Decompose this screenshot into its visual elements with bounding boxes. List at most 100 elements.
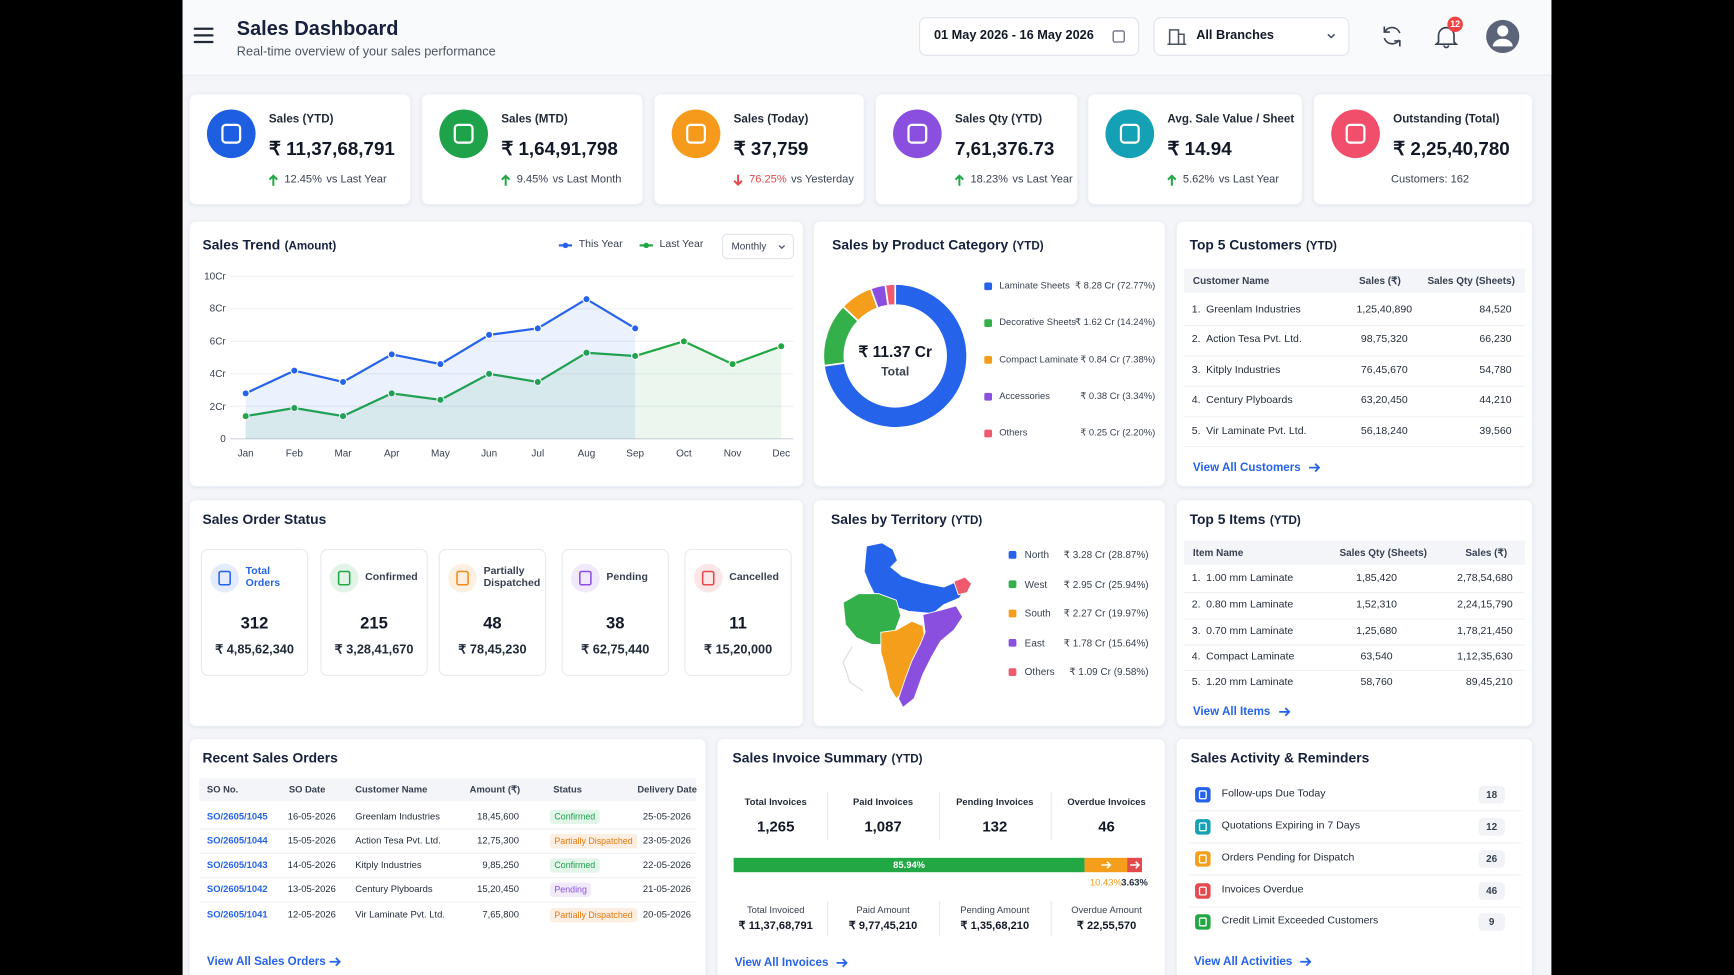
legend-swatch <box>1008 551 1017 559</box>
view-all-link[interactable]: View All Activities <box>1193 955 1293 969</box>
activity-icon <box>1195 819 1211 835</box>
legend-value: ₹ 0.38 Cr (3.34%) <box>1080 390 1156 402</box>
table-cell: 58,760 <box>1360 676 1393 689</box>
kpi-icon <box>671 109 721 159</box>
activity-icon-glyph <box>1198 790 1207 800</box>
legend-label: Accessories <box>999 390 1050 402</box>
activity-label: Orders Pending for Dispatch <box>1221 851 1355 864</box>
so-number[interactable]: SO/2605/1043 <box>206 859 268 871</box>
x-tick-label: Mar <box>334 447 352 459</box>
status-icon <box>693 563 723 593</box>
row-rank: 5. <box>1191 676 1201 689</box>
table-cell: 23-05-2026 <box>642 834 692 846</box>
status-amount: ₹ 4,85,62,340 <box>215 643 294 658</box>
table-cell: 20-05-2026 <box>642 908 692 920</box>
point <box>533 324 542 333</box>
legend-label: Last Year <box>659 238 704 251</box>
view-all-link[interactable]: View All Customers <box>1192 460 1301 475</box>
invoice-amount-label: Overdue Amount <box>1071 904 1142 916</box>
status-amount: ₹ 78,45,230 <box>458 643 527 658</box>
table-cell: 63,20,450 <box>1360 394 1408 407</box>
status-badge: Confirmed <box>549 858 600 873</box>
table-cell: 9,85,250 <box>482 859 519 871</box>
legend-label: Decorative Sheets <box>999 316 1077 328</box>
table-cell: 76,45,670 <box>1360 364 1408 377</box>
kpi-change-value: 12.45% <box>284 173 322 186</box>
card-title: Recent Sales Orders <box>202 750 338 766</box>
count-badge <box>1478 882 1505 900</box>
kpi-icon <box>893 109 942 159</box>
bar-segment <box>733 857 1085 873</box>
column-header: Delivery Date <box>637 783 698 795</box>
status-count: 215 <box>360 613 388 633</box>
so-number[interactable]: SO/2605/1042 <box>206 883 268 895</box>
status-count: 38 <box>606 613 625 633</box>
point <box>582 295 591 304</box>
legend-value: ₹ 1.09 Cr (9.58%) <box>1069 666 1149 678</box>
status-icon-glyph <box>218 570 231 586</box>
status-amount: ₹ 62,75,440 <box>581 643 650 658</box>
legend-label: East <box>1024 637 1045 649</box>
so-number[interactable]: SO/2605/1044 <box>206 834 268 846</box>
map-region <box>953 576 973 596</box>
kpi-change-note: vs Yesterday <box>791 173 854 186</box>
kpi-value: ₹ 11,37,68,791 <box>268 138 395 160</box>
card-title: Sales Invoice Summary (YTD) <box>733 750 923 766</box>
view-all-link[interactable]: View All Sales Orders <box>206 955 326 969</box>
card-title: Top 5 Customers (YTD) <box>1190 237 1337 253</box>
kpi-change: 18.23% vs Last Year <box>970 174 1072 187</box>
legend-label: North <box>1024 549 1050 561</box>
map-outline <box>842 646 864 692</box>
title-text: Sales by Product Category <box>832 237 1009 253</box>
so-number[interactable]: SO/2605/1045 <box>206 810 268 822</box>
card <box>716 737 1166 975</box>
kpi-change-value: 5.62% <box>1182 173 1215 186</box>
column-header: Amount (₹) <box>469 783 521 795</box>
status-card <box>320 548 428 676</box>
so-number[interactable]: SO/2605/1041 <box>206 908 268 920</box>
view-all-link[interactable]: View All Invoices <box>734 956 829 970</box>
table-cell: 2,24,15,790 <box>1457 598 1513 611</box>
kpi-label: Sales (Today) <box>733 112 809 126</box>
point <box>436 360 445 369</box>
x-tick-label: Jul <box>531 447 545 459</box>
arrow-icon <box>1300 957 1312 967</box>
title-note: (YTD) <box>1012 239 1044 253</box>
invoice-amount-value: ₹ 9,77,45,210 <box>848 920 918 933</box>
activity-count: 18 <box>1486 789 1498 801</box>
point <box>241 389 250 398</box>
building-icon <box>1167 29 1187 45</box>
activity-count: 12 <box>1486 821 1498 833</box>
count-badge <box>1478 850 1505 868</box>
kpi-icon-glyph <box>907 123 928 144</box>
legend-label: Compact Laminate <box>999 353 1079 365</box>
table-cell: 89,45,210 <box>1465 676 1513 689</box>
arrow-icon <box>836 958 848 968</box>
kpi-change-note: vs Last Year <box>1218 173 1280 186</box>
table-cell: 54,780 <box>1479 364 1512 377</box>
row-rank: 1. <box>1191 572 1201 585</box>
table-header <box>199 778 697 802</box>
point <box>436 395 445 404</box>
point <box>582 348 591 357</box>
activity-label: Follow-ups Due Today <box>1221 787 1326 800</box>
table-cell: 15,20,450 <box>477 883 519 895</box>
table-cell: 39,560 <box>1479 425 1512 438</box>
legend-swatch <box>984 392 993 401</box>
title-text: Sales Trend <box>202 237 281 253</box>
view-all-link[interactable]: View All Items <box>1192 705 1271 719</box>
legend-swatch <box>1008 609 1017 618</box>
y-tick-label: 4Cr <box>209 368 226 380</box>
table-cell: 13-05-2026 <box>287 883 336 895</box>
status-label: Pending <box>606 571 648 584</box>
table-cell: 14-05-2026 <box>287 859 336 871</box>
row-rank: 3. <box>1191 364 1201 377</box>
legend-value: ₹ 3.28 Cr (28.87%) <box>1063 549 1149 561</box>
count-badge <box>1478 913 1505 931</box>
table-cell: Compact Laminate <box>1206 650 1295 663</box>
status-badge: Partially Dispatched <box>549 833 638 849</box>
invoice-amount-value: ₹ 1,35,68,210 <box>960 920 1030 933</box>
legend-value: ₹ 2.27 Cr (19.97%) <box>1063 607 1149 619</box>
activity-icon-glyph <box>1198 854 1207 864</box>
refresh-icon <box>1383 26 1401 47</box>
